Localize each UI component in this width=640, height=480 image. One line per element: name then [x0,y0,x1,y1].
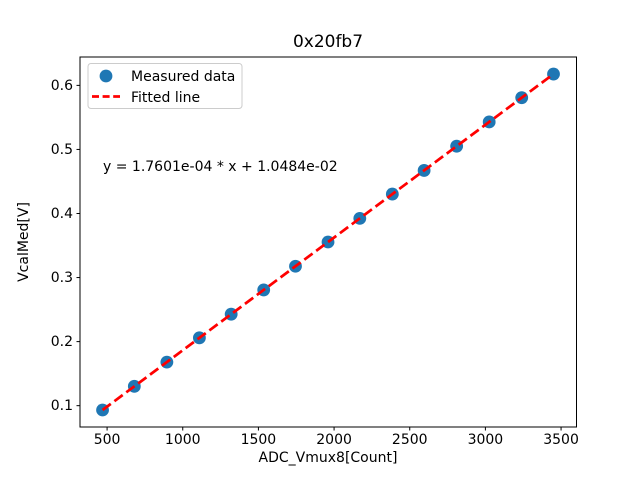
legend-label-fitted-line: Fitted line [131,90,200,106]
legend: Measured data Fitted line [87,63,243,109]
plot-border [79,56,577,428]
chart-title: 0x20fb7 [293,32,363,52]
x-tick-label: 2000 [316,432,352,448]
legend-label-measured-data: Measured data [131,69,235,85]
x-tick-label: 1000 [165,432,201,448]
legend-marker-measured-data-icon [99,69,113,83]
x-tick-label: 500 [94,432,121,448]
y-tick-label: 0.4 [51,206,73,222]
x-tick-label: 2500 [392,432,428,448]
x-tick-label: 3000 [468,432,504,448]
legend-box [87,63,243,109]
y-axis-label: VcalMed[V] [16,202,32,282]
data-series [96,67,560,417]
x-axis-label: ADC_Vmux8[Count] [259,450,398,466]
y-tick-label: 0.2 [51,334,73,350]
x-tick-label: 1500 [241,432,277,448]
fit-equation-annotation: y = 1.7601e-04 * x + 1.0484e-02 [103,159,338,175]
y-tick-label: 0.6 [51,78,73,94]
y-tick-label: 0.1 [51,398,73,414]
fitted-line [101,72,555,412]
y-tick-label: 0.3 [51,270,73,286]
axis-ticks: 500 1000 1500 2000 2500 3000 3500 0.1 0.2 0.3 0.4 0… [51,78,579,448]
y-tick-label: 0.5 [51,142,73,158]
x-tick-label: 3500 [543,432,579,448]
